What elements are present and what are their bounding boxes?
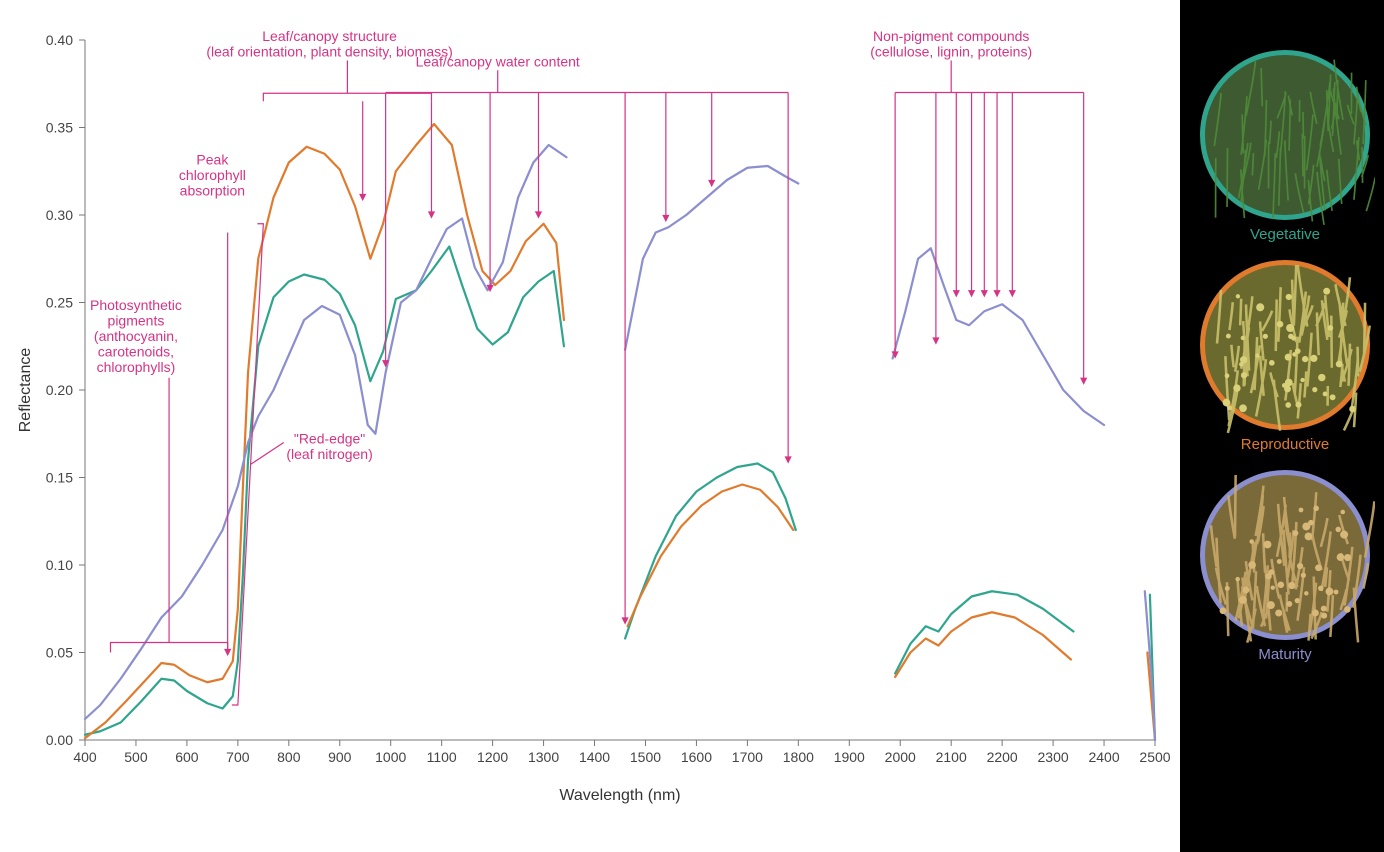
series-reproductive — [895, 612, 1071, 677]
annotation-pigments — [110, 378, 227, 653]
svg-text:"Red-edge"(leaf nitrogen): "Red-edge"(leaf nitrogen) — [286, 431, 372, 462]
series-reproductive — [628, 485, 794, 627]
x-axis-title: Wavelength (nm) — [559, 787, 680, 804]
svg-text:800: 800 — [277, 749, 301, 765]
svg-text:2100: 2100 — [936, 749, 967, 765]
svg-text:0.40: 0.40 — [46, 32, 73, 48]
svg-text:900: 900 — [328, 749, 352, 765]
svg-text:1200: 1200 — [477, 749, 508, 765]
svg-text:2000: 2000 — [885, 749, 916, 765]
series-vegetative — [625, 464, 796, 639]
svg-text:1400: 1400 — [579, 749, 610, 765]
legend-circle-vegetative — [1200, 50, 1370, 220]
svg-text:2300: 2300 — [1038, 749, 1069, 765]
svg-text:0.30: 0.30 — [46, 207, 73, 223]
svg-text:1800: 1800 — [783, 749, 814, 765]
svg-text:0.20: 0.20 — [46, 382, 73, 398]
legend-label-maturity: Maturity — [1200, 646, 1370, 663]
svg-text:0.10: 0.10 — [46, 557, 73, 573]
svg-text:Non-pigment compounds(cellulos: Non-pigment compounds(cellulose, lignin,… — [870, 28, 1032, 59]
svg-text:0.05: 0.05 — [46, 645, 73, 661]
figure-stage: 400 500 600 700 800 900 1000 1100 1200 1300 1400 15… — [0, 0, 1384, 852]
plant-icon — [1205, 265, 1375, 435]
y-axis-title: Reflectance — [17, 348, 34, 433]
svg-text:700: 700 — [226, 749, 250, 765]
svg-text:0.35: 0.35 — [46, 120, 73, 136]
svg-text:1900: 1900 — [834, 749, 865, 765]
svg-text:400: 400 — [73, 749, 97, 765]
svg-text:0.15: 0.15 — [46, 470, 73, 486]
legend-label-vegetative: Vegetative — [1200, 226, 1370, 243]
series-maturity — [625, 166, 798, 350]
legend-label-reproductive: Reproductive — [1200, 436, 1370, 453]
legend-circle-reproductive — [1200, 260, 1370, 430]
svg-text:1000: 1000 — [375, 749, 406, 765]
svg-text:Photosyntheticpigments(anthocy: Photosyntheticpigments(anthocyanin,carot… — [90, 297, 182, 375]
svg-text:1300: 1300 — [528, 749, 559, 765]
svg-text:2400: 2400 — [1088, 749, 1119, 765]
series-maturity — [893, 248, 1104, 425]
svg-text:0.25: 0.25 — [46, 295, 73, 311]
svg-text:500: 500 — [124, 749, 148, 765]
plant-icon — [1205, 55, 1375, 225]
svg-text:2200: 2200 — [987, 749, 1018, 765]
svg-text:Leaf/canopy water content: Leaf/canopy water content — [416, 53, 580, 69]
annotation-non-pigment — [895, 60, 1084, 381]
legend-circle-maturity — [1200, 470, 1370, 640]
annotation-water-content — [386, 70, 789, 621]
svg-text:1700: 1700 — [732, 749, 763, 765]
svg-text:0.00: 0.00 — [46, 732, 73, 748]
svg-text:1600: 1600 — [681, 749, 712, 765]
svg-text:2500: 2500 — [1139, 749, 1170, 765]
annotation-canopy-structure — [263, 60, 431, 215]
series-vegetative — [895, 591, 1073, 673]
chart-panel: 400 500 600 700 800 900 1000 1100 1200 1300 1400 15… — [0, 0, 1180, 852]
svg-text:600: 600 — [175, 749, 199, 765]
plant-icon — [1205, 475, 1375, 645]
svg-text:1500: 1500 — [630, 749, 661, 765]
svg-text:Peakchlorophyllabsorption: Peakchlorophyllabsorption — [179, 152, 246, 199]
reflectance-spectrum-chart: 400 500 600 700 800 900 1000 1100 1200 1300 1400 15… — [0, 0, 1180, 852]
svg-text:1100: 1100 — [427, 749, 457, 765]
